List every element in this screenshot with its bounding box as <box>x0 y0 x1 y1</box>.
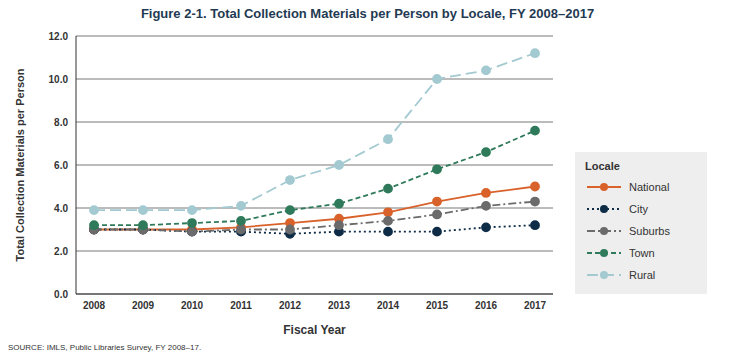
svg-text:2008: 2008 <box>83 300 106 311</box>
svg-text:2009: 2009 <box>132 300 155 311</box>
svg-text:2015: 2015 <box>426 300 449 311</box>
html-text:SOURCE: IMLS, Public Libraries: SOURCE: IMLS, Public Libraries Survey, F… <box>8 343 202 352</box>
svg-text:Fiscal Year: Fiscal Year <box>283 323 346 337</box>
svg-text:2012: 2012 <box>279 300 302 311</box>
svg-text:6.0: 6.0 <box>54 160 68 171</box>
html-text:Locale: Locale <box>585 160 620 172</box>
svg-text:4.0: 4.0 <box>54 203 68 214</box>
svg-text:2011: 2011 <box>230 300 252 311</box>
html-text:Suburbs: Suburbs <box>629 225 670 237</box>
svg-text:0.0: 0.0 <box>54 289 68 300</box>
svg-text:2010: 2010 <box>181 300 204 311</box>
html-text:Figure 2-1. Total Collection M: Figure 2-1. Total Collection Materials p… <box>140 6 595 21</box>
html-text:Town: Town <box>629 247 655 259</box>
html-text:National: National <box>629 181 670 193</box>
svg-text:Total Collection Materials per: Total Collection Materials per Person <box>14 68 26 261</box>
html-text:Rural: Rural <box>629 269 656 281</box>
svg-text:2.0: 2.0 <box>54 246 68 257</box>
svg-text:10.0: 10.0 <box>49 74 69 85</box>
svg-text:2014: 2014 <box>377 300 400 311</box>
svg-text:2013: 2013 <box>328 300 351 311</box>
svg-text:8.0: 8.0 <box>54 117 68 128</box>
svg-text:2016: 2016 <box>475 300 498 311</box>
svg-text:2017: 2017 <box>524 300 547 311</box>
svg-text:12.0: 12.0 <box>49 31 69 42</box>
html-text:City: City <box>629 203 648 215</box>
